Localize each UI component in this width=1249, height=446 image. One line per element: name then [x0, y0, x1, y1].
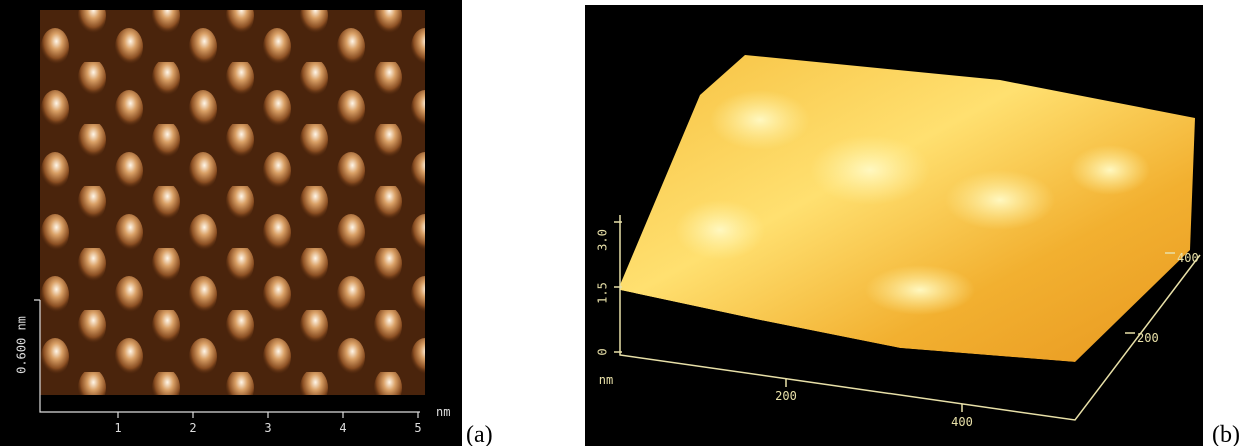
x-tick-label: 5: [414, 421, 421, 435]
z-tick-label: 3.0: [596, 229, 610, 251]
x-tick-label: 4: [339, 421, 346, 435]
axes: [614, 215, 1201, 421]
y-tick-label: 400: [1177, 251, 1199, 265]
z-tick-label: 1.5: [596, 282, 610, 304]
z-unit: nm: [599, 373, 613, 387]
x-unit: nm: [436, 405, 450, 419]
caption: (a): [466, 422, 493, 446]
z-label: 0.600 nm: [15, 316, 29, 374]
x-tick-label: 200: [775, 389, 797, 403]
caption: (b): [1212, 422, 1240, 446]
x-tick-label: 1: [114, 421, 121, 435]
front-face: [620, 290, 1075, 420]
z-tick-label: 0: [596, 348, 610, 355]
axes: [34, 299, 420, 418]
panel-b: 3.0 1.5 0 nm 200 400 200 400: [585, 5, 1203, 446]
x-tick-label: 400: [951, 415, 973, 429]
surface-highlights: [675, 90, 1150, 315]
x-tick-label: 2: [189, 421, 196, 435]
x-tick-label: 3: [264, 421, 271, 435]
panel-a: 0.600 nm 1 2 3 4 5 nm: [0, 0, 462, 446]
afm-image: [40, 10, 425, 395]
y-tick-label: 200: [1137, 331, 1159, 345]
